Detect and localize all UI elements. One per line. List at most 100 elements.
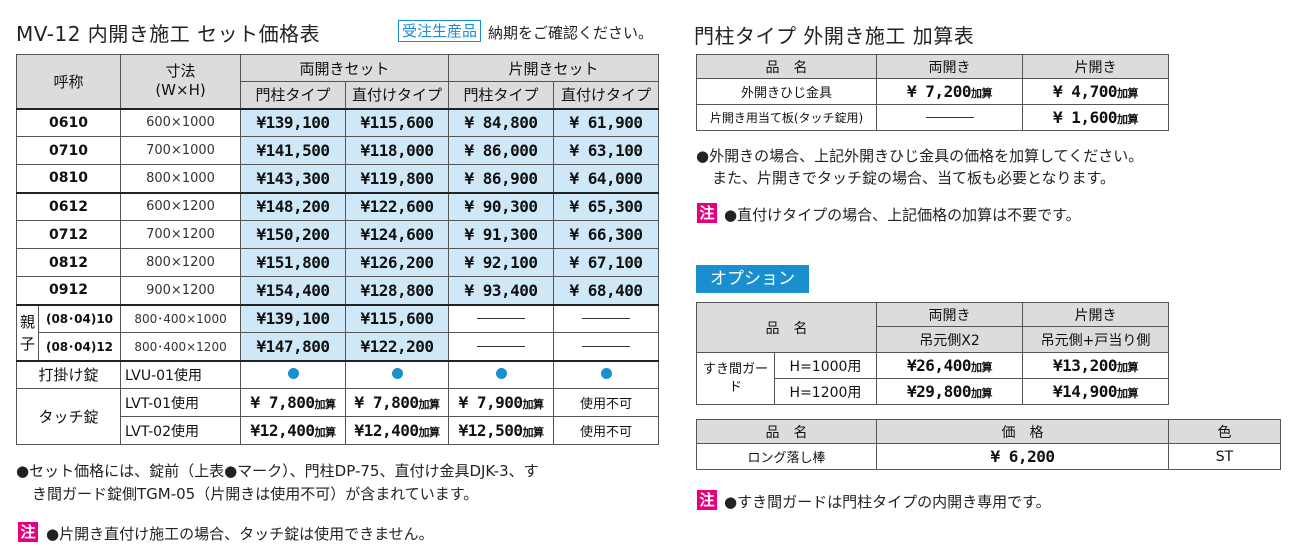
lock-model: LVT-01使用 xyxy=(120,388,242,417)
header-single: 片開き xyxy=(1022,302,1169,327)
header-single-sub: 吊元側+戸当り側 xyxy=(1022,326,1169,353)
price-cell: ¥154,400 xyxy=(240,276,347,305)
note-direct-addon: ●直付けタイプの場合、上記価格の加算は不要です。 xyxy=(724,206,1081,224)
price-cell: ¥126,200 xyxy=(345,248,450,277)
header-color: 色 xyxy=(1168,419,1281,444)
price-cell: ¥115,600 xyxy=(345,303,450,333)
header-double: 両開き xyxy=(876,302,1023,327)
kasan-label: 加算 xyxy=(1116,361,1139,374)
price-cell: ¥124,600 xyxy=(345,220,450,249)
header-double-set: 両開きセット xyxy=(240,54,450,82)
price-cell: ¥ 68,400 xyxy=(553,276,660,305)
addon-price-value: ¥ 7,800 xyxy=(250,393,315,412)
row-size: 900×1200 xyxy=(120,276,242,305)
dash-cell xyxy=(553,332,660,361)
row-code: 0912 xyxy=(15,276,122,305)
table-row: (08･04)12 800･400×1200 ¥147,800 ¥122,200 xyxy=(17,332,660,361)
price-cell: ¥122,200 xyxy=(345,332,450,361)
row-code: 0610 xyxy=(15,107,122,137)
price-cell: ¥ 64,000 xyxy=(553,164,660,193)
caution-icon: 注 xyxy=(18,522,38,542)
note-set-price-1: ●セット価格には、錠前（上表●マーク）、門柱DP-75、直付け金具DJK-3、す xyxy=(16,462,539,480)
addon-price: ¥ 7,800加算 xyxy=(345,388,450,417)
note-outward-1: ●外開きの場合、上記外開きひじ金具の価格を加算してください。 xyxy=(696,147,1144,165)
row-size: 800×1000 xyxy=(120,164,242,193)
row-size: 800･400×1000 xyxy=(120,303,242,333)
left-title: MV-12 内開き施工 セット価格表 xyxy=(16,22,321,46)
price-cell: ¥ 92,100 xyxy=(448,248,555,277)
kasan-label: 加算 xyxy=(418,398,440,411)
price-cell: ¥ 91,300 xyxy=(448,220,555,249)
header-name: 呼称 xyxy=(15,54,122,109)
dot-icon xyxy=(287,367,299,379)
dash-cell xyxy=(448,303,555,333)
table-row: 打掛け錠 LVU-01使用 xyxy=(15,359,660,389)
table-row: 外開きひじ金具 ¥ 7,200加算 ¥ 4,700加算 xyxy=(696,78,1169,105)
addon-price-value: ¥12,400 xyxy=(354,421,419,440)
addon-price: ¥26,400加算 xyxy=(876,352,1023,379)
row-size: 600×1000 xyxy=(120,107,242,137)
price-cell: ¥128,800 xyxy=(345,276,450,305)
addon-price-value: ¥ 7,200 xyxy=(907,82,971,101)
row-code: 0710 xyxy=(15,136,122,165)
table-row: すき間ガード H=1000用 ¥26,400加算 ¥13,200加算 xyxy=(696,352,1169,405)
header-direct-type: 直付けタイプ xyxy=(345,81,450,109)
price-cell: ¥119,800 xyxy=(345,164,450,193)
addon-price-value: ¥ 7,800 xyxy=(354,393,419,412)
addon-price: ¥ 7,900加算 xyxy=(448,388,555,417)
oyako-label-child: 子 xyxy=(19,334,35,353)
table-row: 0912 900×1200 ¥154,400 ¥128,800 ¥ 93,400… xyxy=(15,276,660,305)
addon-price: ¥ 7,200加算 xyxy=(876,78,1023,105)
price-cell: ¥ 67,100 xyxy=(553,248,660,277)
right-title: 門柱タイプ 外開き施工 加算表 xyxy=(694,24,975,48)
addon-price-value: ¥12,400 xyxy=(250,421,315,440)
header-price: 価 格 xyxy=(876,419,1169,444)
kasan-label: 加算 xyxy=(970,387,993,400)
price-cell: ¥150,200 xyxy=(240,220,347,249)
header-size-label: 寸法 xyxy=(165,62,196,81)
addon-price: ¥ 1,600加算 xyxy=(1022,104,1169,131)
caution-mark: 注 xyxy=(697,490,717,510)
table-row: 0712 700×1200 ¥150,200 ¥124,600 ¥ 91,300… xyxy=(15,220,660,249)
table-row: ロング落し棒 ¥ 6,200 ST xyxy=(696,443,1281,470)
price-cell: ¥147,800 xyxy=(240,332,347,361)
price-cell: ¥143,300 xyxy=(240,164,347,193)
set-price-table: 呼称 寸法 (W×H) 両開きセット 片開きセット 門柱タイプ 直付けタイプ 門… xyxy=(15,54,660,445)
table-row: 0610 600×1000 ¥139,100 ¥115,600 ¥ 84,800… xyxy=(15,107,660,137)
header-single-set: 片開きセット xyxy=(448,54,660,82)
addon-price-value: ¥26,400 xyxy=(907,356,971,375)
header-item: 品 名 xyxy=(696,419,877,444)
kasan-label: 加算 xyxy=(1116,387,1139,400)
note-gap-guard: ●すき間ガードは門柱タイプの内開き専用です。 xyxy=(724,493,1051,511)
kasan-label: 加算 xyxy=(418,426,440,439)
header-size-unit: (W×H) xyxy=(155,81,206,100)
price-cell: ¥148,200 xyxy=(240,191,347,221)
kasan-label: 加算 xyxy=(522,398,545,411)
addon-price: ¥29,800加算 xyxy=(876,378,1023,405)
addon-price-value: ¥14,900 xyxy=(1053,382,1117,401)
addon-price-value: ¥12,500 xyxy=(458,421,523,440)
table-row: H=1200用 ¥29,800加算 ¥14,900加算 xyxy=(697,378,1169,405)
header-post-type: 門柱タイプ xyxy=(240,81,347,109)
addon-price-value: ¥ 7,900 xyxy=(458,393,523,412)
kasan-label: 加算 xyxy=(314,398,336,411)
addon-price: ¥12,500加算 xyxy=(448,416,555,445)
item-price: ¥ 6,200 xyxy=(876,443,1169,470)
addon-price-value: ¥13,200 xyxy=(1053,356,1117,375)
addon-price-value: ¥ 1,600 xyxy=(1053,108,1117,127)
caution-mark: 注 xyxy=(697,203,717,223)
item-name: 外開きひじ金具 xyxy=(696,78,877,105)
addon-price-value: ¥ 4,700 xyxy=(1053,82,1117,101)
caution-icon: 注 xyxy=(697,203,717,223)
note-set-price-2: き間ガード錠側TGM-05（片開きは使用不可）が含まれています。 xyxy=(32,485,479,503)
row-code: (08･04)10 xyxy=(37,303,122,333)
addon-price-value: ¥29,800 xyxy=(907,382,971,401)
caution-icon: 注 xyxy=(697,490,717,510)
kasan-label: 加算 xyxy=(314,426,336,439)
included-dot xyxy=(448,359,555,389)
price-cell: ¥139,100 xyxy=(240,303,347,333)
dot-icon xyxy=(391,367,403,379)
gap-guard-label: すき間ガード xyxy=(696,352,775,405)
outward-addon-table: 品 名 両開き 片開き 外開きひじ金具 ¥ 7,200加算 ¥ 4,700加算 … xyxy=(696,54,1169,131)
price-cell: ¥ 90,300 xyxy=(448,191,555,221)
